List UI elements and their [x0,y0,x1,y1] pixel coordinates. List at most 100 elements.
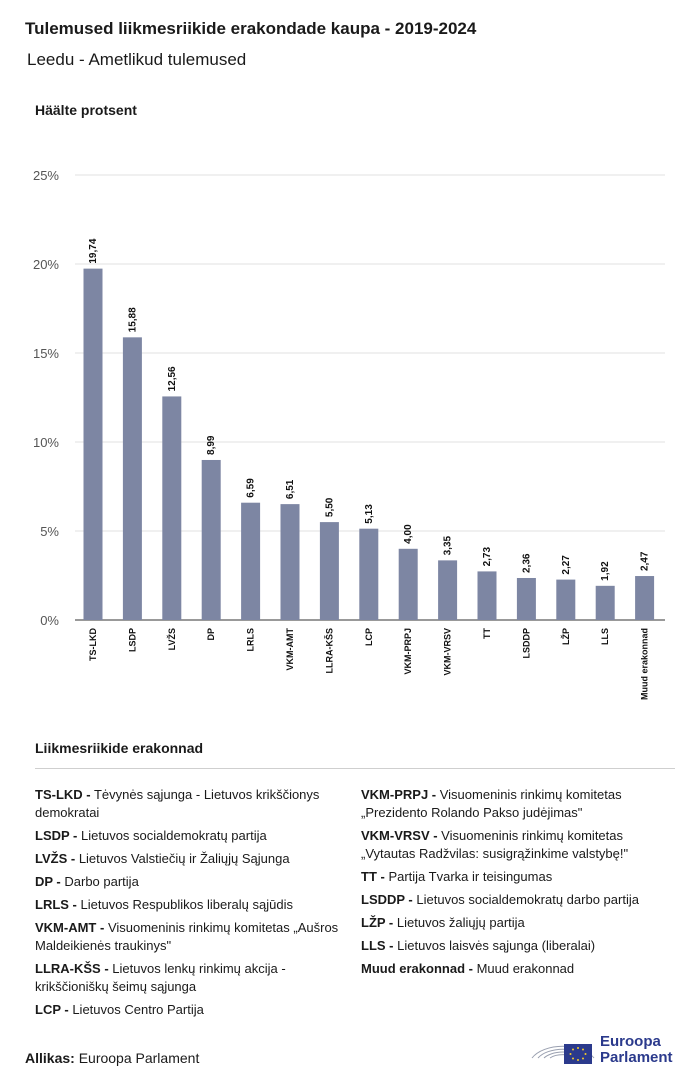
legend-abbreviation: LŽP - [361,915,394,930]
data-label: 6,51 [285,479,296,499]
data-label: 5,13 [364,504,375,524]
bar [162,396,182,620]
legend-column-left: TS-LKD - Tėvynės sąjunga - Lietuvos krik… [35,786,355,1024]
legend-abbreviation: Muud erakonnad - [361,961,473,976]
bar [477,571,497,620]
bar [516,577,536,620]
x-tick-label: Muud erakonnad [640,628,650,700]
legend-item: LCP - Lietuvos Centro Partija [35,1001,355,1019]
data-label: 2,47 [640,551,651,571]
y-tick-label: 10% [33,435,59,450]
data-label: 5,50 [324,497,335,517]
legend-party-name: Lietuvos Valstiečių ir Žaliųjų Sąjunga [75,851,290,866]
x-tick-label: LSDP [127,628,137,652]
bar [398,548,418,620]
legend-party-name: Visuomeninis rinkimų komitetas „Vytautas… [361,828,629,861]
legend-party-name: Tėvynės sąjunga - Lietuvos krikščionys d… [35,787,320,820]
legend-party-name: Lietuvos laisvės sąjunga (liberalai) [393,938,596,953]
legend-item: VKM-VRSV - Visuomeninis rinkimų komiteta… [361,827,676,863]
legend-party-name: Darbo partija [60,874,139,889]
legend-item: VKM-PRPJ - Visuomeninis rinkimų komiteta… [361,786,676,822]
data-label: 19,74 [88,238,99,263]
legend-abbreviation: TS-LKD - [35,787,91,802]
bar [241,502,261,620]
x-tick-label: LŽP [560,628,571,645]
bar [556,579,576,620]
legend-abbreviation: VKM-AMT - [35,920,105,935]
x-tick-label: VKM-PRPJ [403,628,413,675]
y-tick-label: 15% [33,346,59,361]
data-label: 3,35 [443,535,454,555]
data-label: 12,56 [167,366,178,391]
legend-party-name: Partija Tvarka ir teisingumas [384,869,553,884]
european-parliament-logo [528,1028,678,1072]
y-tick-label: 25% [33,168,59,183]
bar [122,337,142,620]
legend-item: LŽP - Lietuvos žaliųjų partija [361,914,676,932]
legend-item: DP - Darbo partija [35,873,355,891]
legend-item: Muud erakonnad - Muud erakonnad [361,960,676,978]
x-tick-label: LLRA-KŠS [323,628,334,674]
bar [319,522,339,620]
source-value: Euroopa Parlament [78,1050,200,1066]
legend-item: LSDP - Lietuvos socialdemokratų partija [35,827,355,845]
legend-title: Liikmesriikide erakonnad [35,740,204,756]
legend-party-name: Lietuvos Centro Partija [68,1002,204,1017]
bar [280,504,300,620]
legend-item: VKM-AMT - Visuomeninis rinkimų komitetas… [35,919,355,955]
logo-text: Euroopa Parlament [600,1034,673,1066]
legend-item: LVŽS - Lietuvos Valstiečių ir Žaliųjų Są… [35,850,355,868]
data-label: 6,59 [246,478,257,498]
y-tick-label: 20% [33,257,59,272]
source-label: Allikas: [25,1050,75,1066]
legend-party-name: Lietuvos Respublikos liberalų sąjūdis [76,897,293,912]
bar [635,576,655,620]
legend-abbreviation: LLS - [361,938,394,953]
y-axis-label: Häälte protsent [35,102,137,118]
legend-item: LLRA-KŠS - Lietuvos lenkų rinkimų akcija… [35,960,355,996]
bar-chart: 0% 5% 10% 15% 20% 25% 19,74 TS-LKD 15,88 LSDP 12,5… [33,168,665,700]
legend-abbreviation: LVŽS - [35,851,76,866]
legend-abbreviation: DP - [35,874,61,889]
legend-party-name: Lietuvos socialdemokratų partija [77,828,267,843]
legend-abbreviation: LLRA-KŠS - [35,961,109,976]
bar [83,268,103,620]
legend-item: LLS - Lietuvos laisvės sąjunga (liberala… [361,937,676,955]
legend-party-name: Visuomeninis rinkimų komitetas „Preziden… [361,787,622,820]
logo-line-1: Euroopa [600,1033,661,1050]
y-tick-label: 0% [40,613,59,628]
x-tick-label: LLS [600,628,610,645]
data-label: 2,36 [521,553,532,573]
data-label: 2,27 [561,555,572,575]
y-tick-label: 5% [40,524,59,539]
legend-abbreviation: LRLS - [35,897,77,912]
legend-item: LRLS - Lietuvos Respublikos liberalų sąj… [35,896,355,914]
bar [595,585,615,620]
x-tick-label: LVŽS [166,628,177,650]
legend-abbreviation: TT - [361,869,385,884]
x-tick-label: DP [206,628,216,641]
legend-item: LSDDP - Lietuvos socialdemokratų darbo p… [361,891,676,909]
x-tick-label: TT [482,628,492,639]
page-subtitle: Leedu - Ametlikud tulemused [27,50,247,69]
legend-divider [35,768,675,769]
legend-abbreviation: LSDP - [35,828,78,843]
source-line: Allikas: Euroopa Parlament [25,1050,199,1066]
logo-line-2: Parlament [600,1049,673,1066]
legend-abbreviation: LCP - [35,1002,69,1017]
legend-item: TT - Partija Tvarka ir teisingumas [361,868,676,886]
x-tick-label: VKM-AMT [285,628,295,671]
x-tick-label: TS-LKD [88,628,98,661]
data-label: 4,00 [403,524,414,544]
x-tick-label: LRLS [246,628,256,652]
data-label: 8,99 [206,435,217,455]
legend-party-name: Visuomeninis rinkimų komitetas „Aušros M… [35,920,339,953]
legend-abbreviation: VKM-PRPJ - [361,787,437,802]
bar [359,528,379,620]
legend-party-name: Lietuvos žaliųjų partija [393,915,525,930]
x-tick-label: VKM-VRSV [443,628,453,676]
legend-item: TS-LKD - Tėvynės sąjunga - Lietuvos krik… [35,786,355,822]
legend-party-name: Lietuvos lenkų rinkimų akcija - krikščio… [35,961,286,994]
legend-party-name: Lietuvos socialdemokratų darbo partija [412,892,639,907]
legend-column-right: VKM-PRPJ - Visuomeninis rinkimų komiteta… [361,786,676,983]
